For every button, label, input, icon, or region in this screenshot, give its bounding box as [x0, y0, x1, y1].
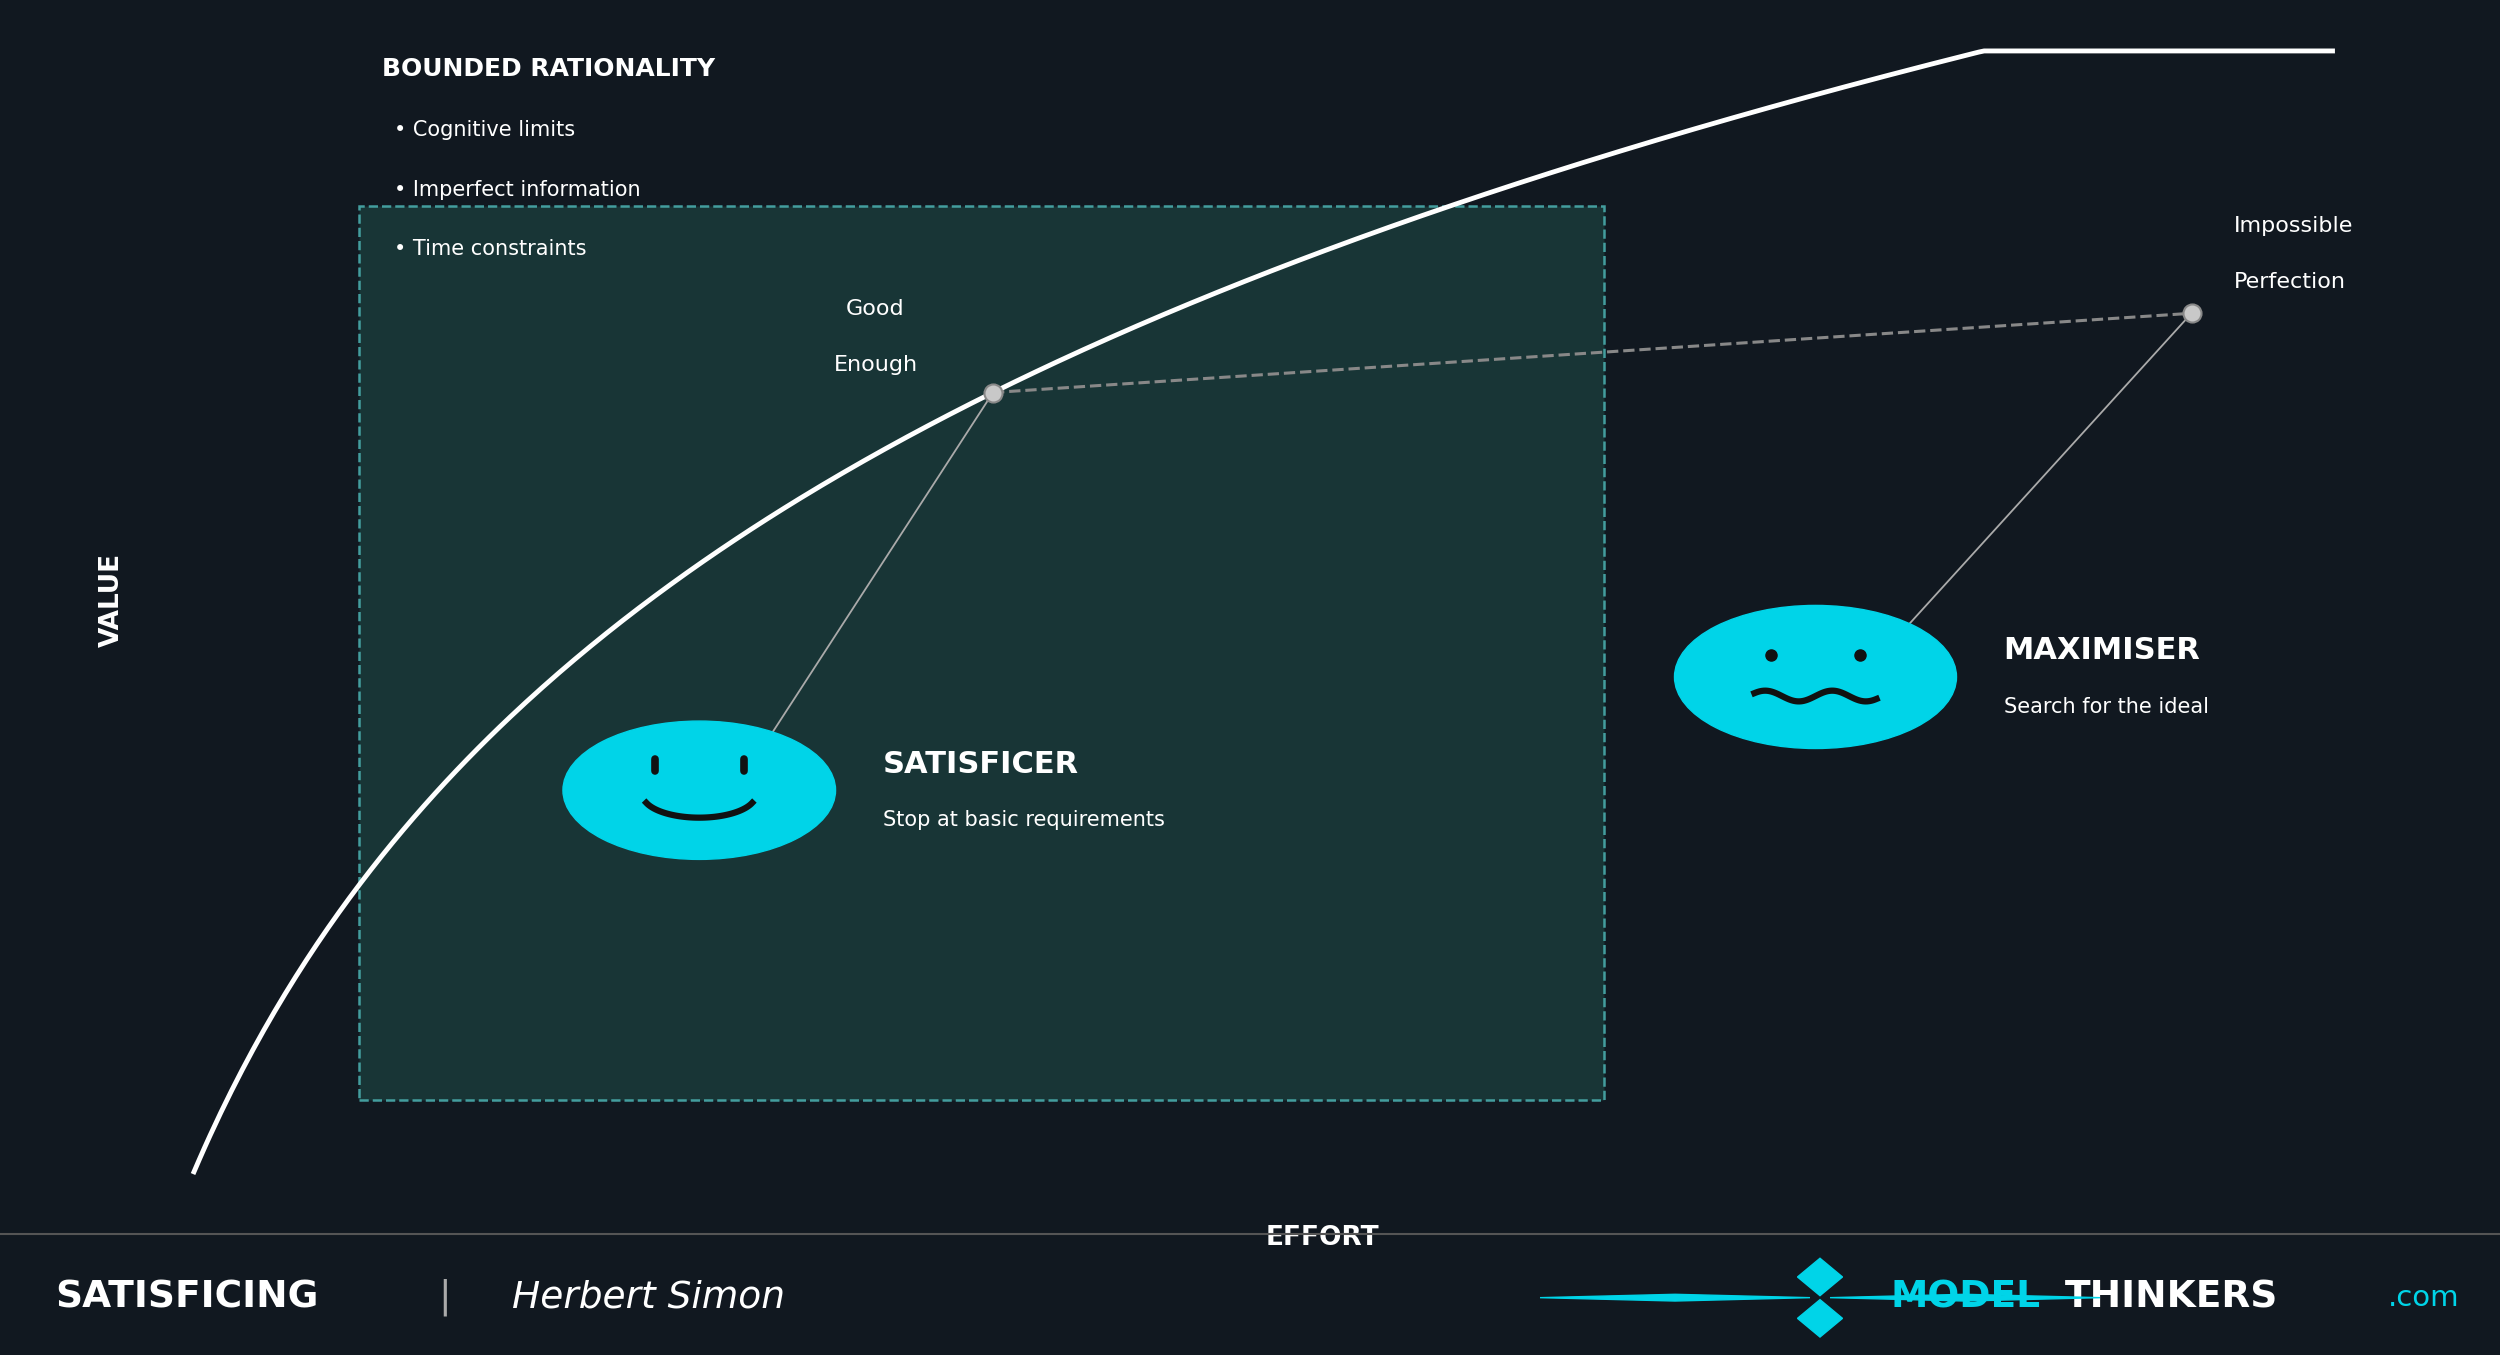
Polygon shape	[1830, 1294, 2100, 1301]
Polygon shape	[1540, 1294, 1810, 1301]
Text: Perfection: Perfection	[2235, 272, 2345, 291]
Text: MAXIMISER: MAXIMISER	[2002, 637, 2200, 665]
Polygon shape	[1798, 1299, 1842, 1337]
Text: • Time constraints: • Time constraints	[395, 240, 585, 259]
Circle shape	[562, 721, 835, 859]
Text: EFFORT: EFFORT	[1265, 1225, 1380, 1252]
Text: Stop at basic requirements: Stop at basic requirements	[882, 810, 1165, 831]
Text: Herbert Simon: Herbert Simon	[512, 1279, 785, 1316]
Circle shape	[1675, 606, 1958, 748]
Text: VALUE: VALUE	[100, 553, 125, 646]
Text: Enough: Enough	[832, 355, 918, 374]
Text: • Imperfect information: • Imperfect information	[395, 180, 640, 199]
Text: SATISFICER: SATISFICER	[882, 749, 1078, 779]
Text: THINKERS: THINKERS	[2065, 1279, 2278, 1316]
Text: SATISFICING: SATISFICING	[55, 1279, 318, 1316]
Text: Impossible: Impossible	[2235, 215, 2352, 236]
Text: Search for the ideal: Search for the ideal	[2002, 696, 2208, 717]
Text: .com: .com	[2388, 1283, 2460, 1312]
Bar	[357, 206, 1605, 1100]
Text: BOUNDED RATIONALITY: BOUNDED RATIONALITY	[382, 57, 715, 81]
Text: |: |	[438, 1279, 452, 1317]
Text: Good: Good	[845, 298, 905, 318]
Text: • Cognitive limits: • Cognitive limits	[395, 121, 575, 140]
Polygon shape	[1798, 1259, 1842, 1295]
Text: MODEL: MODEL	[1890, 1279, 2040, 1316]
